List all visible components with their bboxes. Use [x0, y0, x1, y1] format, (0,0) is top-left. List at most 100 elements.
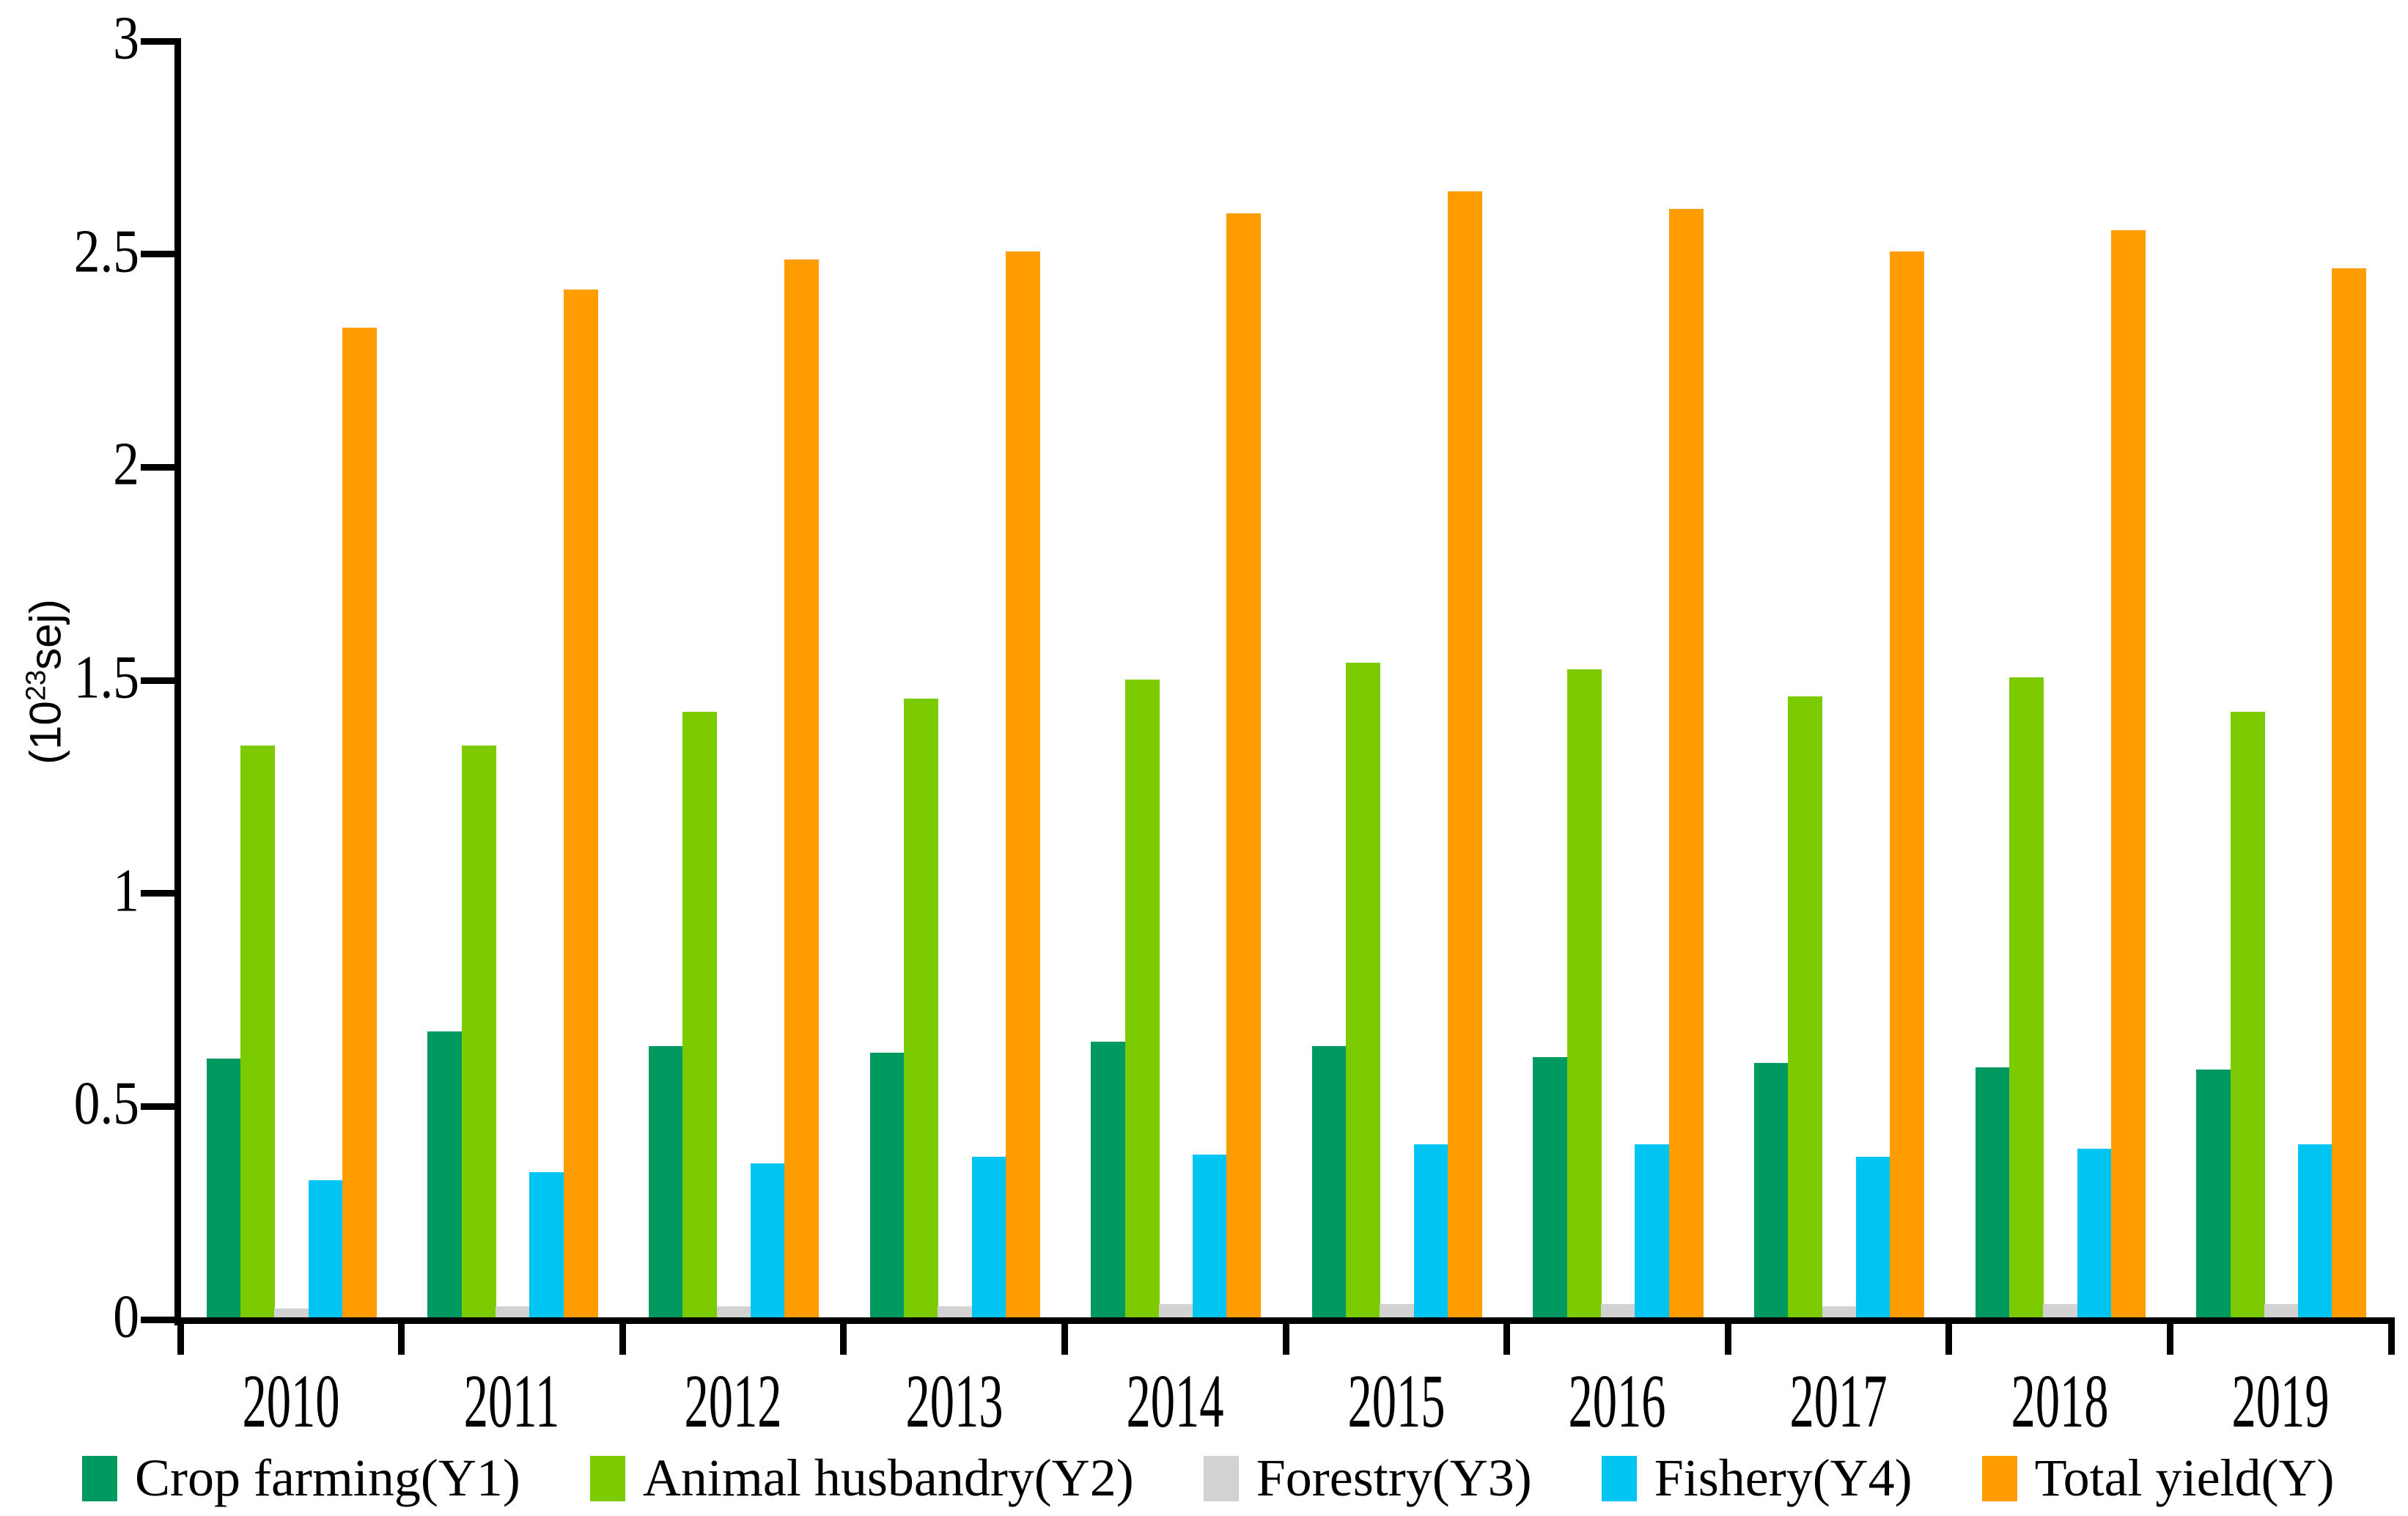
- legend-item-5: Total yield(Y): [1981, 1448, 2335, 1509]
- bar-2014-series1: [1091, 1042, 1126, 1321]
- bar-2018-series3: [2043, 1304, 2078, 1321]
- y-tick-label-1.5: 1.5: [73, 643, 139, 712]
- x-tick-mark-2: [619, 1320, 626, 1355]
- bar-2018-series1: [1975, 1067, 2010, 1321]
- bar-2010-series5: [342, 328, 378, 1321]
- bar-2013-series5: [1005, 251, 1040, 1321]
- bar-2017-series5: [1890, 251, 1925, 1321]
- bar-2019-series1: [2196, 1070, 2231, 1321]
- bar-2013-series1: [869, 1053, 905, 1321]
- x-tick-mark-3: [840, 1320, 847, 1355]
- bar-2010-series4: [308, 1180, 343, 1321]
- bar-2019-series2: [2230, 712, 2265, 1321]
- x-tick-mark-9: [2166, 1320, 2173, 1355]
- bar-2016-series1: [1533, 1057, 1568, 1321]
- bar-2013-series2: [903, 699, 938, 1321]
- x-tick-mark-5: [1282, 1320, 1289, 1355]
- x-axis-line: [174, 1317, 2395, 1324]
- legend-swatch-icon: [82, 1455, 117, 1501]
- x-category-label-2013: 2013: [905, 1359, 1004, 1443]
- bar-2012-series5: [784, 260, 820, 1321]
- legend-item-3: Forestry(Y3): [1203, 1448, 1532, 1509]
- bar-2012-series2: [682, 712, 718, 1321]
- x-tick-mark-0: [177, 1320, 184, 1355]
- bar-2014-series4: [1193, 1155, 1228, 1321]
- legend-label: Forestry(Y3): [1256, 1449, 1532, 1507]
- y-tick-mark-2: [141, 463, 174, 471]
- bar-2010-series1: [206, 1059, 241, 1321]
- legend-label: Fishery(Y4): [1654, 1449, 1912, 1507]
- legend-swatch-icon: [1203, 1455, 1239, 1501]
- legend-swatch-icon: [1981, 1455, 2017, 1501]
- y-tick-label-1: 1: [113, 856, 139, 925]
- bar-2017-series2: [1788, 696, 1823, 1321]
- y-tick-mark-1: [141, 890, 174, 897]
- legend-label: Animal husbandry(Y2): [642, 1449, 1134, 1507]
- legend-item-1: Crop farming(Y1): [82, 1448, 520, 1509]
- bar-2016-series5: [1668, 209, 1704, 1321]
- y-tick-label-2: 2: [113, 430, 139, 498]
- y-tick-label-0.5: 0.5: [73, 1069, 139, 1138]
- x-category-label-2016: 2016: [1568, 1359, 1666, 1443]
- bar-2012-series4: [750, 1163, 785, 1321]
- bar-2017-series1: [1754, 1063, 1789, 1321]
- x-tick-mark-7: [1724, 1320, 1731, 1355]
- legend-label: Crop farming(Y1): [135, 1449, 520, 1507]
- x-category-label-2014: 2014: [1126, 1359, 1224, 1443]
- bar-2016-series2: [1566, 669, 1602, 1321]
- bar-2011-series1: [427, 1031, 463, 1321]
- y-tick-label-2.5: 2.5: [73, 217, 139, 286]
- legend-item-2: Animal husbandry(Y2): [589, 1448, 1134, 1509]
- bar-2018-series4: [2077, 1149, 2112, 1321]
- y-tick-mark-2.5: [141, 251, 174, 258]
- bar-2018-series2: [2008, 677, 2044, 1321]
- bar-2015-series4: [1413, 1144, 1448, 1321]
- y-tick-mark-0: [141, 1316, 174, 1323]
- legend: Crop farming(Y1) Animal husbandry(Y2) Fore…: [82, 1448, 2334, 1509]
- bar-2018-series5: [2110, 230, 2146, 1321]
- bar-2015-series5: [1448, 191, 1483, 1321]
- bar-2019-series3: [2264, 1304, 2299, 1321]
- bar-2013-series4: [971, 1157, 1006, 1321]
- bar-2016-series4: [1635, 1144, 1670, 1321]
- legend-swatch-icon: [589, 1455, 625, 1501]
- x-tick-mark-1: [398, 1320, 405, 1355]
- y-axis-line: [174, 38, 181, 1325]
- bar-2012-series1: [649, 1046, 684, 1321]
- x-category-label-2017: 2017: [1789, 1359, 1888, 1443]
- bar-2019-series5: [2332, 268, 2367, 1321]
- bar-2015-series1: [1311, 1046, 1347, 1321]
- x-category-label-2012: 2012: [684, 1359, 782, 1443]
- x-tick-mark-6: [1503, 1320, 1511, 1355]
- legend-item-4: Fishery(Y4): [1601, 1448, 1912, 1509]
- x-tick-mark-8: [1945, 1320, 1953, 1355]
- x-category-label-2010: 2010: [242, 1359, 340, 1443]
- bar-2014-series3: [1158, 1304, 1193, 1321]
- x-category-label-2019: 2019: [2231, 1359, 2330, 1443]
- bar-2011-series5: [563, 290, 598, 1321]
- bar-2015-series2: [1346, 663, 1381, 1321]
- bar-2011-series4: [529, 1172, 564, 1321]
- bar-2014-series2: [1124, 680, 1160, 1321]
- bar-2010-series2: [240, 746, 276, 1321]
- bar-2011-series2: [461, 746, 496, 1321]
- bar-2014-series5: [1226, 213, 1262, 1321]
- legend-label: Total yield(Y): [2034, 1449, 2335, 1507]
- x-category-label-2018: 2018: [2011, 1359, 2109, 1443]
- y-tick-mark-0.5: [141, 1103, 174, 1110]
- bar-2015-series3: [1380, 1304, 1415, 1321]
- x-tick-mark-10: [2387, 1320, 2395, 1355]
- bar-2017-series4: [1855, 1157, 1890, 1321]
- bar-2019-series4: [2298, 1144, 2333, 1321]
- x-category-label-2011: 2011: [464, 1359, 560, 1443]
- y-tick-label-3: 3: [113, 4, 139, 73]
- bar-2016-series3: [1601, 1304, 1636, 1321]
- y-tick-label-0: 0: [113, 1282, 139, 1351]
- y-tick-mark-3: [141, 37, 174, 45]
- x-category-label-2015: 2015: [1347, 1359, 1446, 1443]
- x-tick-mark-4: [1061, 1320, 1068, 1355]
- legend-swatch-icon: [1601, 1455, 1637, 1501]
- y-tick-mark-1.5: [141, 677, 174, 684]
